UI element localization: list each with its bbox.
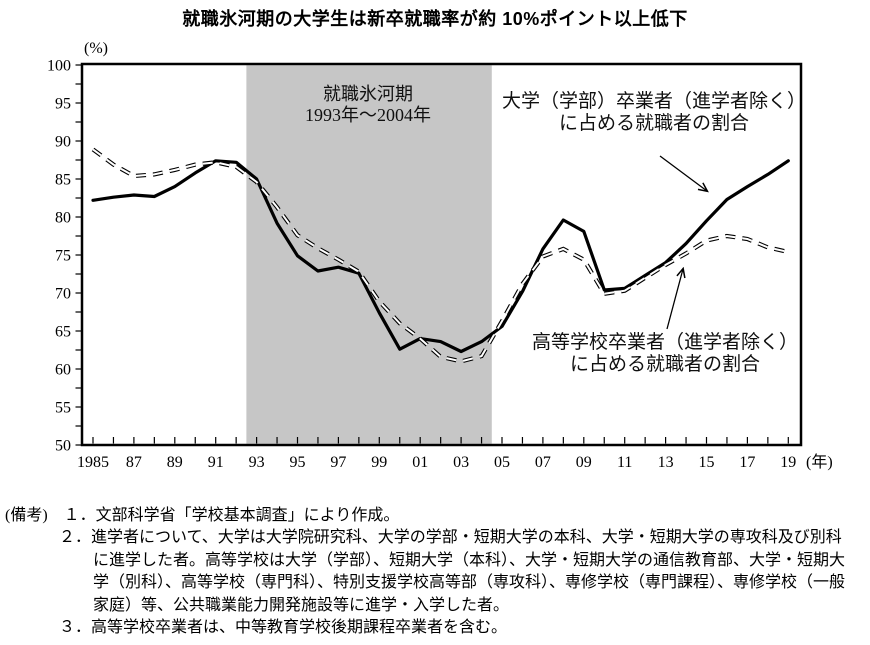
ice-age-region-label: 就職氷河期 1993年～2004年 [256, 84, 480, 126]
x-axis-tick-label: 99 [371, 454, 387, 471]
y-axis-tick-label: 100 [47, 58, 71, 75]
note-line: 家庭）等、公共職業能力開発施設等に進学・入学した者。 [93, 596, 510, 614]
university-series-label: 大学（学部）卒業者（進学者除く） に占める就職者の割合 [492, 91, 816, 135]
x-axis-tick-label: 95 [290, 454, 306, 471]
x-axis-tick-label: 09 [576, 454, 592, 471]
y-axis-tick-label: 95 [55, 96, 71, 113]
x-axis-tick-label: 05 [494, 454, 510, 471]
x-axis-tick-label: 89 [167, 454, 183, 471]
note-line: 学（別科）、高等学校（専門科）、特別支援学校高等部（専攻科）、専修学校（専門課程… [93, 574, 846, 592]
highschool-label-arrow [666, 269, 683, 330]
y-axis-tick-label: 90 [55, 134, 71, 151]
y-axis-unit-label: (%) [84, 40, 108, 57]
y-axis-tick-label: 60 [55, 362, 71, 379]
x-axis-tick-label: 13 [658, 454, 674, 471]
x-axis-tick-label: 19 [780, 454, 796, 471]
y-axis-tick-label: 50 [55, 438, 71, 455]
y-axis-tick-label: 55 [55, 400, 71, 417]
note-line: ３．高等学校卒業者は、中等教育学校後期課程卒業者を含む。 [59, 619, 508, 637]
highschool-series-label-line2: に占める就職者の割合 [569, 354, 760, 375]
university-label-arrow [659, 155, 707, 191]
highschool-series-label-line1: 高等学校卒業者（進学者除く） [531, 332, 798, 353]
x-axis-tick-label: 87 [126, 454, 142, 471]
ice-age-label-line2: 1993年～2004年 [305, 105, 431, 125]
plot-border [80, 62, 803, 447]
y-axis-tick-label: 70 [55, 286, 71, 303]
x-axis-tick-label: 07 [535, 454, 551, 471]
y-axis-tick-label: 65 [55, 324, 71, 341]
ice-age-shaded-region [246, 65, 492, 444]
chart-title: 就職氷河期の大学生は新卒就職率が約 10%ポイント以上低下 [182, 9, 688, 29]
y-axis-tick-label: 75 [55, 248, 71, 265]
x-axis-tick-label: 03 [453, 454, 469, 471]
y-axis-tick-label: 85 [55, 172, 71, 189]
highschool-series-label: 高等学校卒業者（進学者除く） に占める就職者の割合 [512, 332, 818, 376]
x-axis-tick-label: 93 [249, 454, 265, 471]
university-series-label-line2: に占める就職者の割合 [558, 113, 749, 134]
x-axis-tick-label: 15 [699, 454, 715, 471]
y-axis-tick-label: 80 [55, 210, 71, 227]
employment-rate-line-chart: 50 55 60 65 70 75 80 85 90 95 100 1985 87 89 91 93 95 97 9… [47, 40, 833, 471]
x-axis-tick-label: 91 [208, 454, 224, 471]
note-line: ２．進学者について、大学は大学院研究科、大学の学部・短期大学の本科、大学・短期大… [59, 529, 842, 547]
x-axis-tick-label: 11 [617, 454, 632, 471]
source-notes: (備考) １．文部科学省「学校基本調査」により作成。 ２．進学者について、大学は… [0, 505, 870, 639]
x-axis-tick-label: 1985 [77, 454, 109, 471]
x-axis-tick-label: 17 [739, 454, 755, 471]
note-line: (備考) １．文部科学省「学校基本調査」により作成。 [5, 507, 400, 524]
x-axis-tick-label: 01 [412, 454, 428, 471]
university-series-label-line1: 大学（学部）卒業者（進学者除く） [501, 91, 806, 112]
x-axis-tick-label: 97 [330, 454, 346, 471]
ice-age-label-line1: 就職氷河期 [323, 84, 413, 104]
note-line: に進学した者。高等学校は大学（学部）、短期大学（本科）、大学・短期大学の通信教育… [93, 551, 846, 569]
highschool-series-line-core [92, 148, 789, 363]
x-axis-unit-label: (年) [806, 453, 833, 471]
